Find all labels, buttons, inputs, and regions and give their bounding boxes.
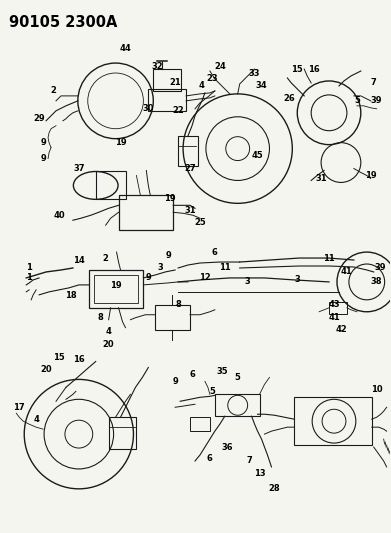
Text: 11: 11 bbox=[323, 254, 335, 263]
Text: 8: 8 bbox=[175, 300, 181, 309]
Text: 32: 32 bbox=[151, 61, 163, 70]
Text: 29: 29 bbox=[33, 114, 45, 123]
Text: 13: 13 bbox=[254, 470, 265, 479]
Bar bbox=[155, 305, 190, 330]
Text: 2: 2 bbox=[50, 86, 56, 95]
Text: 34: 34 bbox=[256, 82, 267, 91]
Text: 25: 25 bbox=[194, 218, 206, 227]
Bar bbox=[215, 394, 260, 416]
Text: 20: 20 bbox=[103, 340, 115, 349]
Text: 38: 38 bbox=[371, 277, 382, 286]
Text: 2: 2 bbox=[103, 254, 109, 263]
Text: 31: 31 bbox=[184, 206, 196, 215]
Text: 9: 9 bbox=[165, 251, 171, 260]
Text: 4: 4 bbox=[106, 327, 111, 336]
Text: 15: 15 bbox=[291, 64, 303, 74]
Text: 41: 41 bbox=[341, 268, 353, 277]
Text: 11: 11 bbox=[219, 263, 231, 272]
Text: 15: 15 bbox=[53, 353, 65, 362]
Text: 30: 30 bbox=[143, 104, 154, 114]
Text: 17: 17 bbox=[13, 403, 25, 412]
Text: 8: 8 bbox=[98, 313, 104, 322]
Text: 21: 21 bbox=[169, 78, 181, 87]
Text: 10: 10 bbox=[371, 385, 382, 394]
Text: 36: 36 bbox=[222, 442, 233, 451]
Text: 19: 19 bbox=[164, 194, 176, 203]
Text: 3: 3 bbox=[245, 277, 251, 286]
Text: 4: 4 bbox=[199, 82, 205, 91]
Text: 6: 6 bbox=[207, 455, 213, 464]
Bar bbox=[153, 69, 181, 91]
Text: 16: 16 bbox=[73, 355, 85, 364]
Text: 14: 14 bbox=[73, 255, 85, 264]
Text: 24: 24 bbox=[214, 61, 226, 70]
Text: 28: 28 bbox=[269, 484, 280, 494]
Text: 7: 7 bbox=[371, 78, 377, 87]
Text: 44: 44 bbox=[120, 44, 131, 53]
Text: 9: 9 bbox=[145, 273, 151, 282]
Text: 20: 20 bbox=[40, 365, 52, 374]
Text: 23: 23 bbox=[206, 75, 218, 84]
Text: 19: 19 bbox=[365, 171, 377, 180]
Text: 18: 18 bbox=[65, 292, 77, 301]
Text: 9: 9 bbox=[40, 138, 46, 147]
Text: 90105 2300A: 90105 2300A bbox=[9, 15, 118, 30]
Text: 4: 4 bbox=[33, 415, 39, 424]
Text: 39: 39 bbox=[371, 96, 382, 106]
Text: 6: 6 bbox=[189, 370, 195, 379]
Text: 41: 41 bbox=[328, 313, 340, 322]
Text: 43: 43 bbox=[328, 300, 340, 309]
Text: 33: 33 bbox=[249, 69, 260, 77]
Text: 35: 35 bbox=[216, 367, 228, 376]
Text: 12: 12 bbox=[199, 273, 211, 282]
Text: 6: 6 bbox=[212, 247, 218, 256]
Bar bbox=[89, 270, 143, 308]
Text: 37: 37 bbox=[73, 164, 84, 173]
Bar bbox=[94, 275, 138, 303]
Text: 42: 42 bbox=[335, 325, 347, 334]
Text: 1: 1 bbox=[26, 263, 32, 272]
Text: 31: 31 bbox=[315, 174, 327, 183]
Bar bbox=[148, 89, 186, 111]
Text: 7: 7 bbox=[247, 456, 253, 465]
Bar bbox=[190, 417, 210, 431]
Text: 19: 19 bbox=[115, 138, 126, 147]
Text: 40: 40 bbox=[53, 211, 65, 220]
Bar bbox=[109, 417, 136, 449]
Text: 3: 3 bbox=[294, 276, 300, 285]
Text: 27: 27 bbox=[184, 164, 196, 173]
Text: 1: 1 bbox=[26, 273, 32, 282]
Bar bbox=[96, 172, 126, 199]
Text: 39: 39 bbox=[375, 263, 386, 272]
Text: 45: 45 bbox=[252, 151, 264, 160]
Text: 9: 9 bbox=[40, 154, 46, 163]
Bar bbox=[329, 302, 347, 314]
Text: 5: 5 bbox=[235, 373, 240, 382]
Bar bbox=[294, 397, 372, 445]
Text: 16: 16 bbox=[308, 64, 320, 74]
Text: 5: 5 bbox=[209, 387, 215, 396]
Text: 26: 26 bbox=[283, 94, 295, 103]
Text: 3: 3 bbox=[157, 263, 163, 272]
Text: 19: 19 bbox=[110, 281, 121, 290]
Text: 5: 5 bbox=[354, 96, 360, 106]
Bar bbox=[118, 196, 173, 230]
Text: 9: 9 bbox=[172, 377, 178, 386]
Bar bbox=[178, 136, 198, 166]
Text: 22: 22 bbox=[172, 106, 184, 115]
